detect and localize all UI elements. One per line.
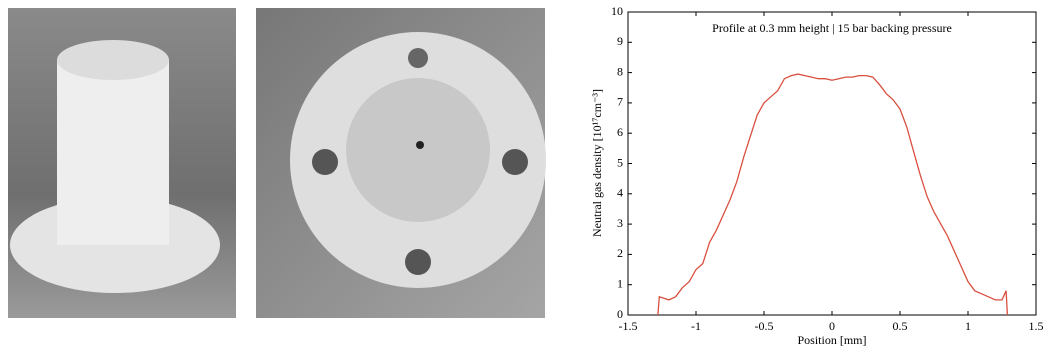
y-tick-label: 4 [617,186,623,200]
y-tick-label: 6 [617,125,623,139]
plot-frame [627,11,1037,316]
x-tick-label: -0.5 [755,319,774,333]
x-tick-label: 0 [829,319,835,333]
y-tick-label: 9 [617,34,623,48]
y-tick-label: 3 [617,216,623,230]
y-tick-label: 8 [617,64,623,78]
chart-title: Profile at 0.3 mm height | 15 bar backin… [712,21,952,35]
x-tick-label: 1 [965,319,971,333]
x-tick-label: 0.5 [893,319,908,333]
photo-nozzle-top [256,8,546,318]
x-tick-label: 1.5 [1029,319,1044,333]
x-axis-label: Position [mm] [797,333,866,347]
y-tick-label: 10 [611,4,623,18]
y-tick-label: 2 [617,246,623,260]
photo-nozzle-side [8,8,236,318]
y-axis-label: Neutral gas density [10¹⁷cm⁻³] [590,89,604,237]
data-line [657,73,1009,316]
y-tick-label: 0 [617,307,623,321]
x-tick-label: -1 [691,319,701,333]
y-tick-label: 7 [617,95,623,109]
x-tick-label: -1.5 [619,319,638,333]
y-tick-label: 5 [617,155,623,169]
y-tick-label: 1 [617,276,623,290]
